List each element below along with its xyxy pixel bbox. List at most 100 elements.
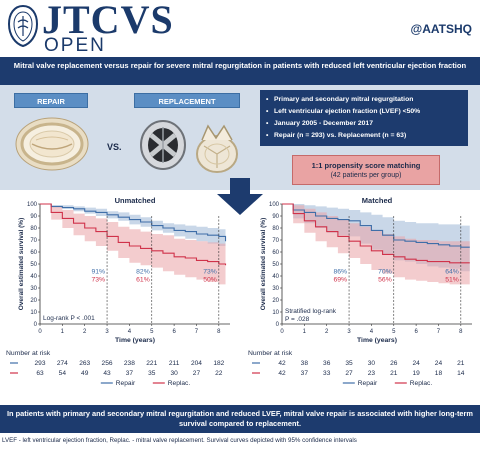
y-tick-label: 0 <box>34 322 38 328</box>
y-tick-label: 20 <box>272 298 279 304</box>
x-tick-label: 0 <box>280 329 284 335</box>
replacement-at-risk-count: 27 <box>193 370 201 377</box>
criterion-item: Repair (n = 293) vs. Replacement (n = 63… <box>266 130 462 142</box>
x-tick-label: 3 <box>347 329 351 335</box>
repair-at-risk-count: 263 <box>79 360 90 367</box>
x-tick-label: 8 <box>217 329 221 335</box>
replacement-survival-annotation: 69% <box>333 277 347 284</box>
repair-at-risk-count: 38 <box>301 360 309 367</box>
x-tick-label: 6 <box>414 329 418 335</box>
y-tick-label: 30 <box>272 286 279 292</box>
survival-curve <box>282 203 470 248</box>
y-tick-label: 10 <box>30 310 37 316</box>
replacement-at-risk-count: 27 <box>345 370 353 377</box>
replacement-at-risk-count: 33 <box>323 370 331 377</box>
x-tick-label: 3 <box>105 329 109 335</box>
survival-curve <box>40 203 227 242</box>
criterion-item: Primary and secondary mitral regurgitati… <box>266 94 462 106</box>
x-tick-label: 1 <box>303 329 307 335</box>
journal-title: JTCVS <box>42 0 174 42</box>
repair-survival-annotation: 70% <box>378 269 392 276</box>
replacement-survival-annotation: 51% <box>445 277 459 284</box>
replacement-at-risk-count: 30 <box>170 370 178 377</box>
y-tick-label: 40 <box>30 274 37 280</box>
repair-at-risk-count: 21 <box>457 360 465 367</box>
repair-survival-annotation: 64% <box>445 269 459 276</box>
replacement-label: REPLACEMENT <box>134 93 240 108</box>
stat-test-label: Log-rank P < .001 <box>43 315 95 322</box>
y-tick-label: 90 <box>272 214 279 220</box>
replacement-at-risk-count: 14 <box>457 370 465 377</box>
repair-at-risk-count: 204 <box>191 360 202 367</box>
legend-repair-label: Repair <box>358 380 378 387</box>
psm-title: 1:1 propensity score matching <box>311 161 421 170</box>
replacement-survival-annotation: 73% <box>91 277 105 284</box>
graphical-abstract-title: Mitral valve replacement versus repair f… <box>0 57 480 85</box>
aats-seal-logo <box>7 4 39 48</box>
survival-curve <box>282 203 470 264</box>
y-tick-label: 50 <box>272 262 279 268</box>
repair-at-risk-count: 182 <box>213 360 224 367</box>
repair-at-risk-count: 211 <box>169 360 180 367</box>
x-tick-label: 8 <box>459 329 463 335</box>
replacement-survival-annotation: 50% <box>203 277 217 284</box>
repair-at-risk-count: 42 <box>278 360 286 367</box>
y-tick-label: 0 <box>276 322 280 328</box>
propensity-matching-box: 1:1 propensity score matching (42 patien… <box>292 155 440 185</box>
repair-at-risk-count: 36 <box>323 360 331 367</box>
repair-survival-annotation: 86% <box>333 269 347 276</box>
survival-curve <box>40 203 227 266</box>
annuloplasty-ring-image <box>15 117 89 171</box>
x-tick-label: 7 <box>195 329 199 335</box>
replacement-at-risk-count: 22 <box>215 370 223 377</box>
legend-replacement-label: Replac. <box>410 380 433 387</box>
repair-survival-annotation: 73% <box>203 269 217 276</box>
replacement-at-risk-count: 63 <box>36 370 44 377</box>
replacement-at-risk-count: 54 <box>59 370 67 377</box>
y-tick-label: 80 <box>272 226 279 232</box>
x-tick-label: 7 <box>437 329 441 335</box>
criterion-item: January 2005 - December 2017 <box>266 118 462 130</box>
chart-title: Unmatched <box>115 196 156 205</box>
y-tick-label: 60 <box>30 250 37 256</box>
number-at-risk-title: Number at risk <box>6 350 51 357</box>
x-tick-label: 2 <box>325 329 329 335</box>
repair-survival-annotation: 91% <box>91 269 105 276</box>
mechanical-valve-image <box>140 120 186 170</box>
x-axis-label: Time (years) <box>115 337 155 344</box>
p-value-label: P = .028 <box>285 316 310 323</box>
x-tick-label: 2 <box>83 329 87 335</box>
confidence-band <box>40 204 226 287</box>
repair-at-risk-count: 30 <box>368 360 376 367</box>
repair-at-risk-count: 293 <box>34 360 45 367</box>
repair-at-risk-count: 35 <box>345 360 353 367</box>
conclusion-box: In patients with primary and secondary m… <box>0 405 480 433</box>
y-tick-label: 70 <box>30 238 37 244</box>
repair-at-risk-count: 221 <box>146 360 157 367</box>
x-tick-label: 5 <box>392 329 396 335</box>
y-tick-label: 80 <box>30 226 37 232</box>
criterion-item: Left ventricular ejection fraction (LVEF… <box>266 106 462 118</box>
replacement-at-risk-count: 42 <box>278 370 286 377</box>
y-tick-label: 40 <box>272 274 279 280</box>
study-criteria-box: Primary and secondary mitral regurgitati… <box>260 90 468 146</box>
footnote: LVEF - left ventricular ejection fractio… <box>2 437 357 444</box>
stat-test-label: Stratified log-rank <box>285 308 337 315</box>
y-tick-label: 90 <box>30 214 37 220</box>
repair-at-risk-count: 26 <box>390 360 398 367</box>
down-arrow-icon <box>217 178 263 215</box>
confidence-band <box>40 204 226 252</box>
replacement-at-risk-count: 19 <box>412 370 420 377</box>
replacement-at-risk-count: 21 <box>390 370 398 377</box>
x-tick-label: 5 <box>150 329 154 335</box>
repair-label: REPAIR <box>14 93 88 108</box>
number-at-risk-title: Number at risk <box>248 350 293 357</box>
repair-at-risk-count: 256 <box>102 360 113 367</box>
twitter-handle: @AATSHQ <box>410 22 472 36</box>
x-tick-label: 6 <box>172 329 176 335</box>
replacement-survival-annotation: 56% <box>378 277 392 284</box>
replacement-at-risk-count: 37 <box>301 370 309 377</box>
y-tick-label: 10 <box>272 310 279 316</box>
confidence-band <box>282 204 470 285</box>
y-tick-label: 100 <box>269 202 280 208</box>
